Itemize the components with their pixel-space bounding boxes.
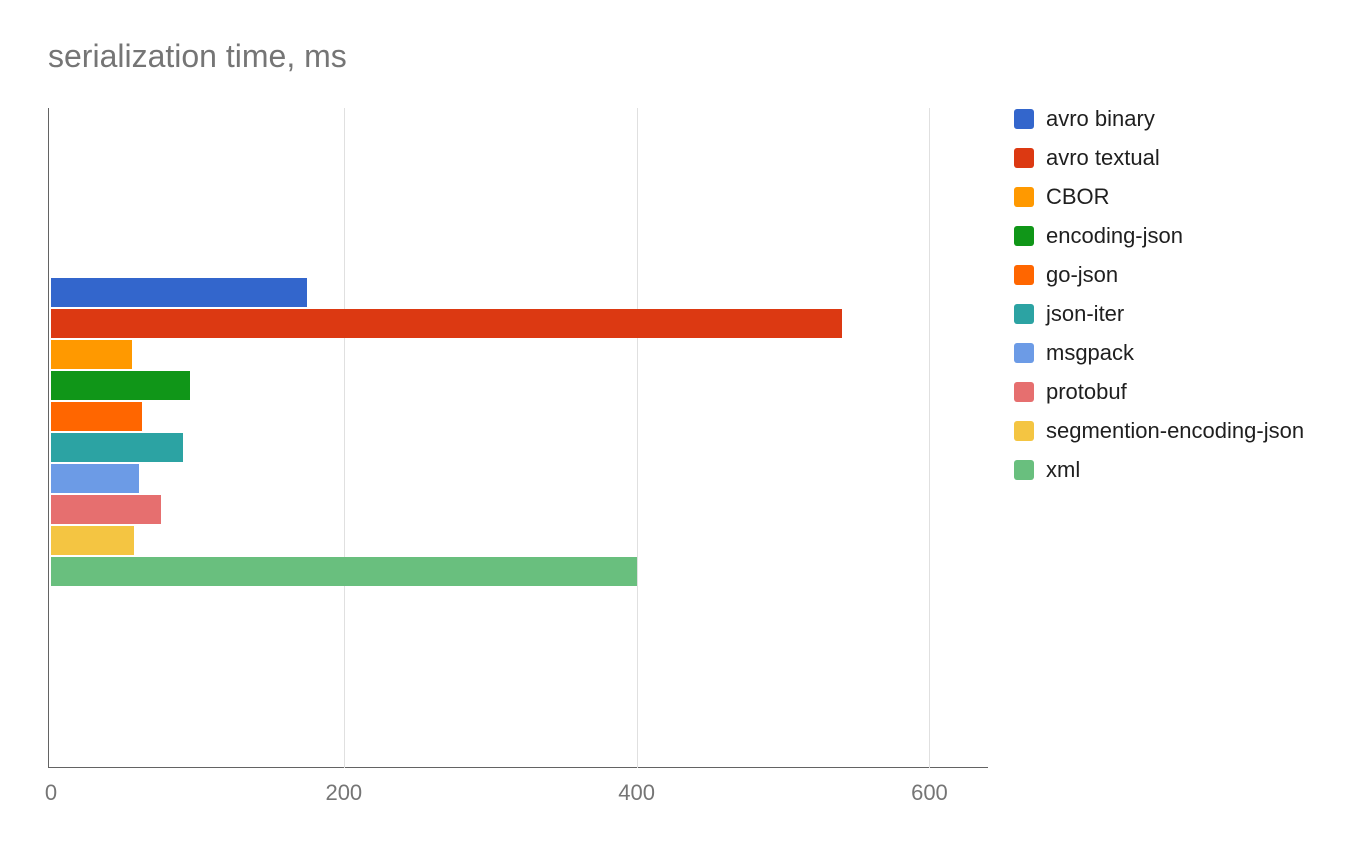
- bar: [51, 278, 307, 307]
- x-tick-label: 200: [325, 780, 362, 806]
- legend-swatch: [1014, 382, 1034, 402]
- legend-swatch: [1014, 226, 1034, 246]
- bar: [51, 557, 637, 586]
- y-axis: [48, 108, 49, 768]
- bar: [51, 464, 139, 493]
- bar: [51, 402, 142, 431]
- bar: [51, 309, 842, 338]
- legend-label: xml: [1046, 457, 1080, 483]
- bar: [51, 433, 183, 462]
- legend-label: segmention-encoding-json: [1046, 418, 1304, 444]
- legend-item: avro textual: [1014, 147, 1304, 169]
- legend-item: go-json: [1014, 264, 1304, 286]
- legend-label: CBOR: [1046, 184, 1110, 210]
- legend-swatch: [1014, 343, 1034, 363]
- bar: [51, 495, 161, 524]
- legend-item: json-iter: [1014, 303, 1304, 325]
- legend-item: xml: [1014, 459, 1304, 481]
- legend-swatch: [1014, 265, 1034, 285]
- chart-title: serialization time, ms: [48, 38, 347, 75]
- legend-swatch: [1014, 460, 1034, 480]
- legend-label: json-iter: [1046, 301, 1124, 327]
- bar: [51, 526, 134, 555]
- legend-item: avro binary: [1014, 108, 1304, 130]
- legend-label: msgpack: [1046, 340, 1134, 366]
- legend-label: encoding-json: [1046, 223, 1183, 249]
- legend-swatch: [1014, 109, 1034, 129]
- gridline: [637, 108, 638, 768]
- legend-label: avro textual: [1046, 145, 1160, 171]
- legend-item: encoding-json: [1014, 225, 1304, 247]
- legend-item: msgpack: [1014, 342, 1304, 364]
- legend-label: avro binary: [1046, 106, 1155, 132]
- legend-swatch: [1014, 304, 1034, 324]
- plot-area: [51, 108, 988, 768]
- chart-container: 0200400600: [48, 108, 988, 768]
- x-tick-label: 0: [45, 780, 57, 806]
- legend-label: protobuf: [1046, 379, 1127, 405]
- bar: [51, 340, 132, 369]
- legend-swatch: [1014, 148, 1034, 168]
- legend-item: protobuf: [1014, 381, 1304, 403]
- gridline: [344, 108, 345, 768]
- x-tick-label: 600: [911, 780, 948, 806]
- legend-swatch: [1014, 187, 1034, 207]
- gridline: [929, 108, 930, 768]
- legend: avro binary avro textual CBOR encoding-json…: [1014, 108, 1304, 498]
- legend-swatch: [1014, 421, 1034, 441]
- legend-label: go-json: [1046, 262, 1118, 288]
- legend-item: CBOR: [1014, 186, 1304, 208]
- legend-item: segmention-encoding-json: [1014, 420, 1304, 442]
- x-tick-label: 400: [618, 780, 655, 806]
- bar: [51, 371, 190, 400]
